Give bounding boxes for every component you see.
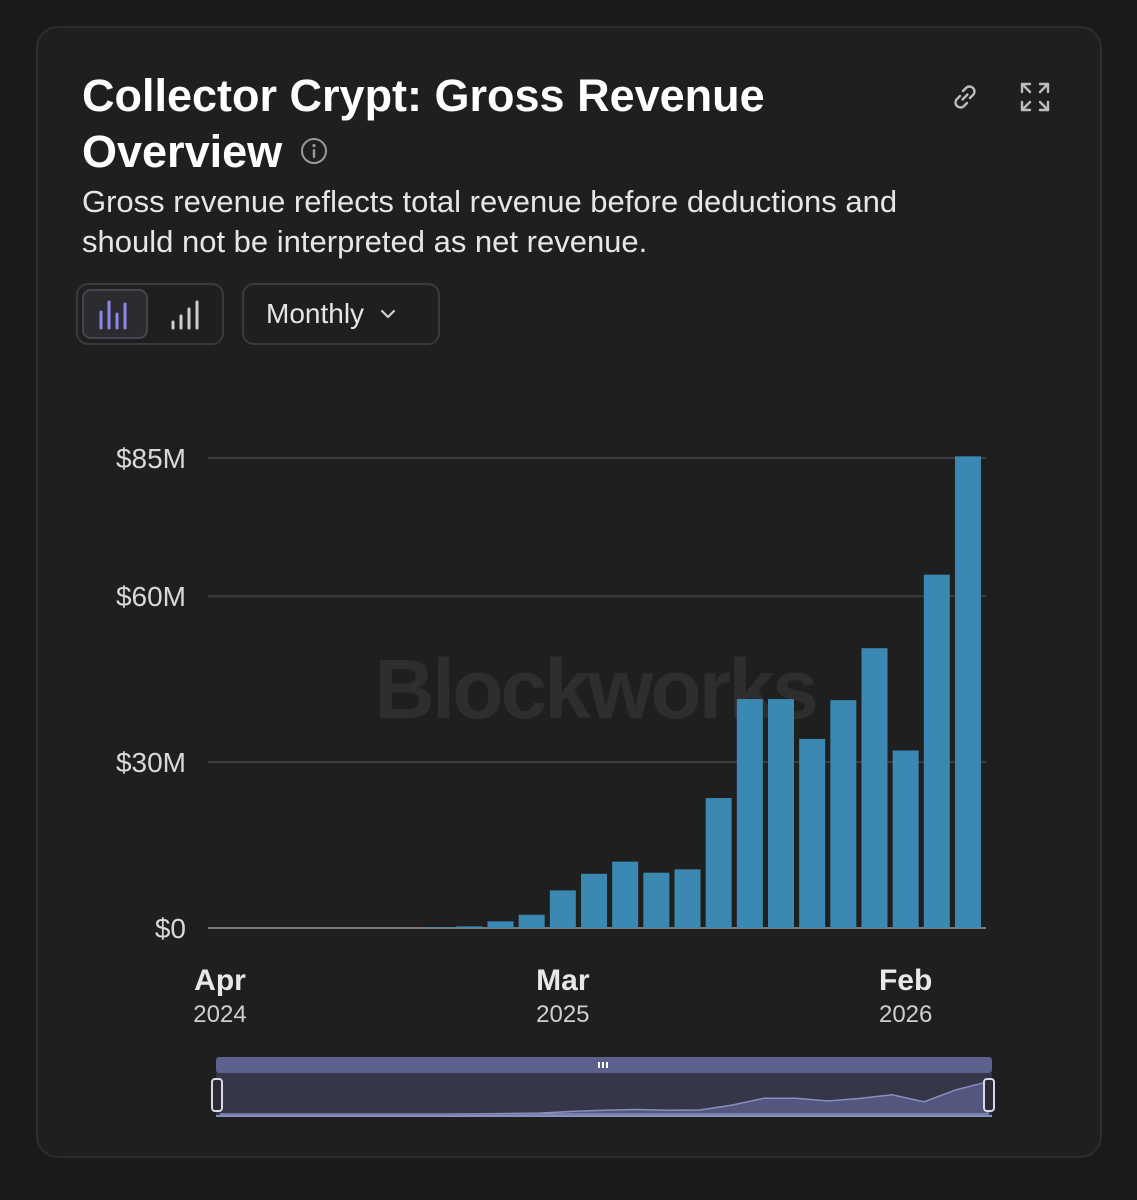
x-tick-year: 2026 (879, 1001, 932, 1028)
bar-2025-06[interactable] (643, 872, 670, 928)
bars (425, 456, 981, 928)
bar-2025-11[interactable] (799, 738, 826, 928)
x-tick-year: 2024 (193, 1001, 246, 1028)
bar-2024-11[interactable] (425, 927, 452, 928)
bar-2025-05[interactable] (612, 861, 639, 928)
interval-dropdown-label: Monthly (266, 298, 365, 329)
bar-chart-icon (99, 300, 127, 330)
expand-icon[interactable] (1018, 80, 1052, 114)
y-tick-label: $30M (116, 747, 186, 778)
chart-title-text: Collector Crypt: Gross Revenue Overview (82, 70, 765, 177)
y-axis-labels: $0 $30M $60M $85M (116, 443, 186, 944)
bar-2025-01[interactable] (487, 921, 514, 928)
bar-2025-09[interactable] (736, 699, 763, 928)
cumulative-chart-icon (171, 300, 199, 330)
range-navigator[interactable] (211, 1057, 995, 1117)
chart-card: Collector Crypt: Gross Revenue Overview … (36, 26, 1102, 1158)
x-axis-labels: Apr 2024 Mar 2025 Feb 2026 (193, 964, 932, 1028)
chevron-down-icon (380, 309, 396, 319)
info-icon[interactable] (300, 137, 328, 165)
bar-2026-02[interactable] (892, 750, 919, 928)
chart-type-toggle (76, 283, 224, 345)
bar-2025-07[interactable] (674, 869, 701, 928)
bar-2026-01[interactable] (861, 648, 888, 928)
cumulative-view-button[interactable] (154, 289, 220, 339)
bar-2025-04[interactable] (581, 873, 607, 928)
x-tick-year: 2025 (536, 1001, 589, 1028)
navigator-right-handle[interactable] (983, 1078, 995, 1112)
bar-2025-03[interactable] (549, 890, 576, 928)
bar-2025-02[interactable] (518, 914, 545, 928)
x-tick-month: Feb (879, 964, 932, 997)
navigator-grip-icon (598, 1062, 608, 1068)
chart-title: Collector Crypt: Gross Revenue Overview (82, 68, 882, 180)
navigator-left-handle[interactable] (211, 1078, 223, 1112)
bar-2025-10[interactable] (768, 699, 794, 928)
chart-subtitle: Gross revenue reflects total revenue bef… (82, 184, 898, 259)
y-tick-label: $60M (116, 581, 186, 612)
y-tick-label: $85M (116, 443, 186, 474)
chart-area: Blockworks $0$30M$60M$85M Apr2024Mar2025… (116, 443, 995, 1117)
bar-2025-08[interactable] (705, 798, 732, 928)
bar-view-button[interactable] (82, 289, 148, 339)
link-icon[interactable] (948, 80, 982, 114)
x-tick-month: Mar (536, 964, 590, 997)
bar-2026-04[interactable] (955, 456, 981, 928)
x-tick-month: Apr (194, 964, 246, 997)
y-tick-label: $0 (155, 913, 186, 944)
navigator-series (220, 1080, 989, 1115)
bar-2025-12[interactable] (830, 700, 857, 928)
bar-2024-12[interactable] (456, 926, 483, 928)
interval-dropdown[interactable]: Monthly (242, 283, 440, 345)
bar-2026-03[interactable] (923, 574, 950, 928)
